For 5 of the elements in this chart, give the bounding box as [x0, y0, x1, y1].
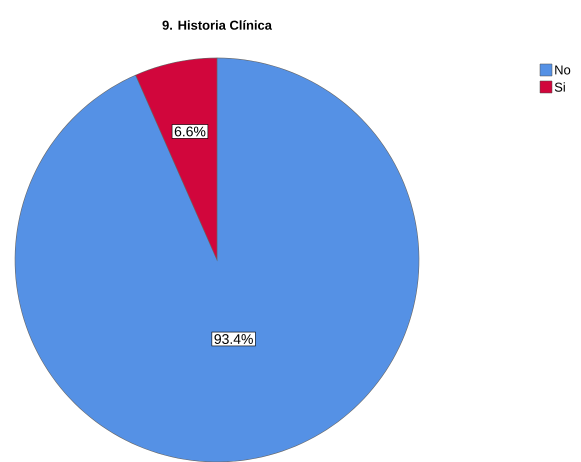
data-label: 6.6% [174, 126, 206, 136]
data-label: 93.4% [214, 334, 253, 344]
legend-label: Si [554, 82, 565, 92]
legend-label: No [555, 65, 570, 75]
chart-title: 9. Historia Clínica [162, 20, 272, 30]
